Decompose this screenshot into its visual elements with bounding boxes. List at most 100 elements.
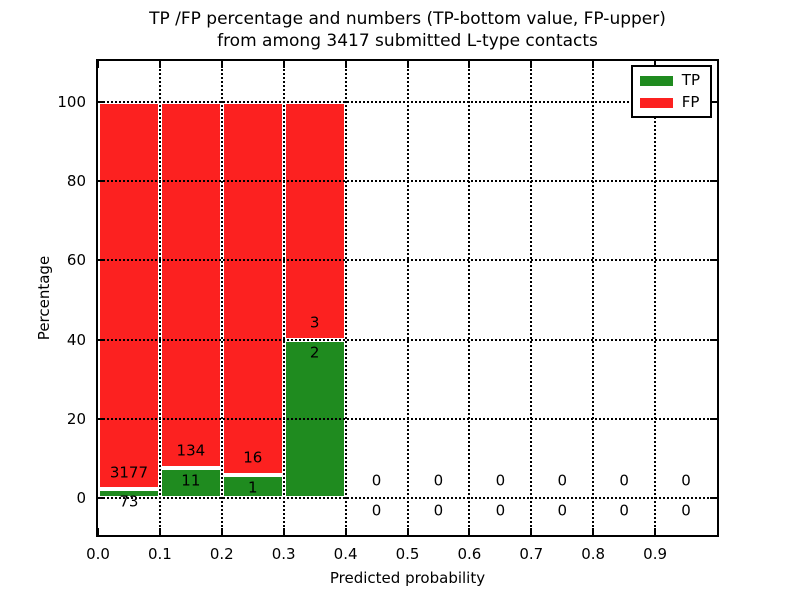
fp-count-annotation: 0 (371, 471, 382, 490)
legend-item-fp: FP (639, 93, 700, 111)
vertical-gridline (530, 61, 533, 535)
y-tick-mark-right (710, 497, 717, 500)
vertical-gridline (654, 61, 657, 535)
y-tick-mark (98, 338, 105, 341)
y-tick-label: 40 (66, 330, 86, 349)
x-tick-mark (592, 528, 595, 535)
x-tick-mark-top (530, 61, 533, 68)
plot-area: TP FP 3177 73 134 11 16 1 3 2 0 0 0 0 0 0 0 0 0 0 0 0 (96, 59, 719, 537)
fp-count-annotation: 0 (619, 471, 629, 490)
fp-bar-segment (159, 101, 222, 469)
horizontal-gridline (98, 338, 717, 341)
y-tick-label: 100 (57, 92, 86, 111)
vertical-gridline (158, 61, 161, 535)
x-tick-mark-top (220, 61, 223, 68)
x-tick-mark-top (97, 61, 99, 68)
fp-count-annotation: 0 (433, 471, 444, 490)
chart-title-line1: TP /FP percentage and numbers (TP-bottom… (149, 9, 666, 29)
x-tick-label: 0.5 (395, 545, 420, 563)
x-tick-label: 0.0 (86, 545, 110, 563)
tp-count-annotation: 0 (557, 501, 568, 520)
vertical-gridline (282, 61, 285, 535)
x-tick-mark (97, 528, 99, 535)
tp-count-annotation: 0 (433, 501, 444, 520)
tp-count-annotation: 2 (309, 343, 320, 362)
tp-count-annotation: 73 (119, 492, 139, 511)
tp-swatch (639, 75, 673, 86)
chart-title-line2: from among 3417 submitted L-type contact… (217, 31, 598, 51)
y-tick-mark (98, 179, 105, 182)
x-tick-mark (158, 528, 161, 535)
vertical-gridline (468, 61, 471, 535)
x-tick-mark (654, 528, 657, 535)
x-tick-label: 0.7 (519, 545, 544, 563)
y-tick-label: 20 (66, 409, 86, 428)
fp-count-annotation: 0 (495, 471, 506, 490)
x-tick-mark (282, 528, 285, 535)
tp-count-annotation: 11 (181, 471, 201, 490)
x-tick-label: 0.2 (209, 545, 234, 563)
y-tick-label: 0 (76, 489, 86, 508)
fp-count-annotation: 0 (557, 471, 568, 490)
legend: TP FP (630, 65, 712, 118)
x-tick-mark-top (468, 61, 471, 68)
tp-count-annotation: 0 (619, 501, 629, 520)
chart-title: TP /FP percentage and numbers (TP-bottom… (96, 8, 719, 52)
x-tick-label: 0.4 (333, 545, 358, 563)
tp-bar-segment (159, 468, 222, 499)
x-tick-mark-top (406, 61, 409, 68)
horizontal-gridline (98, 179, 717, 182)
fp-bar-segment (283, 101, 346, 340)
tp-count-annotation: 0 (681, 501, 691, 520)
horizontal-gridline (98, 100, 717, 103)
y-tick-mark-right (710, 179, 717, 182)
x-tick-mark (530, 528, 533, 535)
y-tick-mark (98, 100, 105, 103)
fp-count-annotation: 0 (681, 471, 691, 490)
y-tick-mark (98, 497, 105, 500)
x-tick-label: 0.1 (147, 545, 172, 563)
vertical-gridline (406, 61, 409, 535)
tp-count-annotation: 1 (247, 478, 258, 497)
y-tick-mark-right (710, 338, 717, 341)
fp-count-annotation: 134 (176, 441, 206, 460)
tp-count-annotation: 0 (371, 501, 382, 520)
legend-label-tp: TP (681, 71, 700, 89)
horizontal-gridline (98, 259, 717, 262)
y-tick-mark (98, 417, 105, 420)
legend-item-tp: TP (639, 71, 700, 89)
tp-count-annotation: 0 (495, 501, 506, 520)
x-tick-label: 0.3 (271, 545, 296, 563)
fp-count-annotation: 3177 (109, 463, 149, 482)
y-tick-mark-right (710, 100, 717, 103)
x-axis-label: Predicted probability (329, 569, 486, 587)
x-tick-mark-top (344, 61, 347, 68)
x-tick-mark (468, 528, 471, 535)
fp-count-annotation: 16 (243, 448, 263, 467)
x-tick-mark-top (592, 61, 595, 68)
x-tick-mark (406, 528, 409, 535)
legend-label-fp: FP (681, 93, 700, 111)
x-tick-mark-top (158, 61, 161, 68)
y-tick-mark-right (710, 417, 717, 420)
horizontal-gridline (98, 497, 717, 500)
vertical-gridline (220, 61, 223, 535)
x-tick-label: 0.9 (643, 545, 668, 563)
y-tick-label: 80 (66, 171, 86, 190)
x-tick-mark (220, 528, 223, 535)
x-tick-label: 0.8 (581, 545, 606, 563)
y-tick-mark (98, 259, 105, 262)
vertical-gridline (592, 61, 595, 535)
fp-bar-segment (98, 101, 160, 490)
y-tick-label: 60 (66, 251, 86, 270)
y-tick-mark-right (710, 259, 717, 262)
x-tick-mark-top (654, 61, 657, 68)
vertical-gridline (344, 61, 347, 535)
x-tick-mark (344, 528, 347, 535)
x-tick-label: 0.6 (457, 545, 482, 563)
fp-swatch (639, 97, 673, 108)
horizontal-gridline (98, 417, 717, 420)
fp-count-annotation: 3 (309, 313, 320, 332)
x-tick-mark-top (282, 61, 285, 68)
